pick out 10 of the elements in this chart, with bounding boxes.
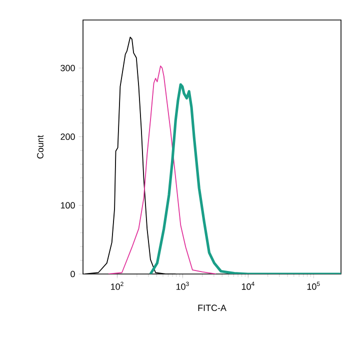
x-tick-label: 10$^{4}$ xyxy=(242,282,254,290)
x-axis-title: FITC-A xyxy=(198,304,226,312)
y-tick-label: 300 xyxy=(60,64,75,72)
x-tick-label: 10$^{5}$ xyxy=(307,282,320,290)
x-tick-label: 10$^{2}$ xyxy=(111,282,124,290)
y-tick-label: 200 xyxy=(60,134,75,140)
y-axis-title: Count xyxy=(37,135,44,159)
y-tick-label: 100 xyxy=(60,202,75,209)
x-tick-label: 10$^{3}$ xyxy=(176,282,189,290)
y-tick-label: 0 xyxy=(70,270,75,278)
